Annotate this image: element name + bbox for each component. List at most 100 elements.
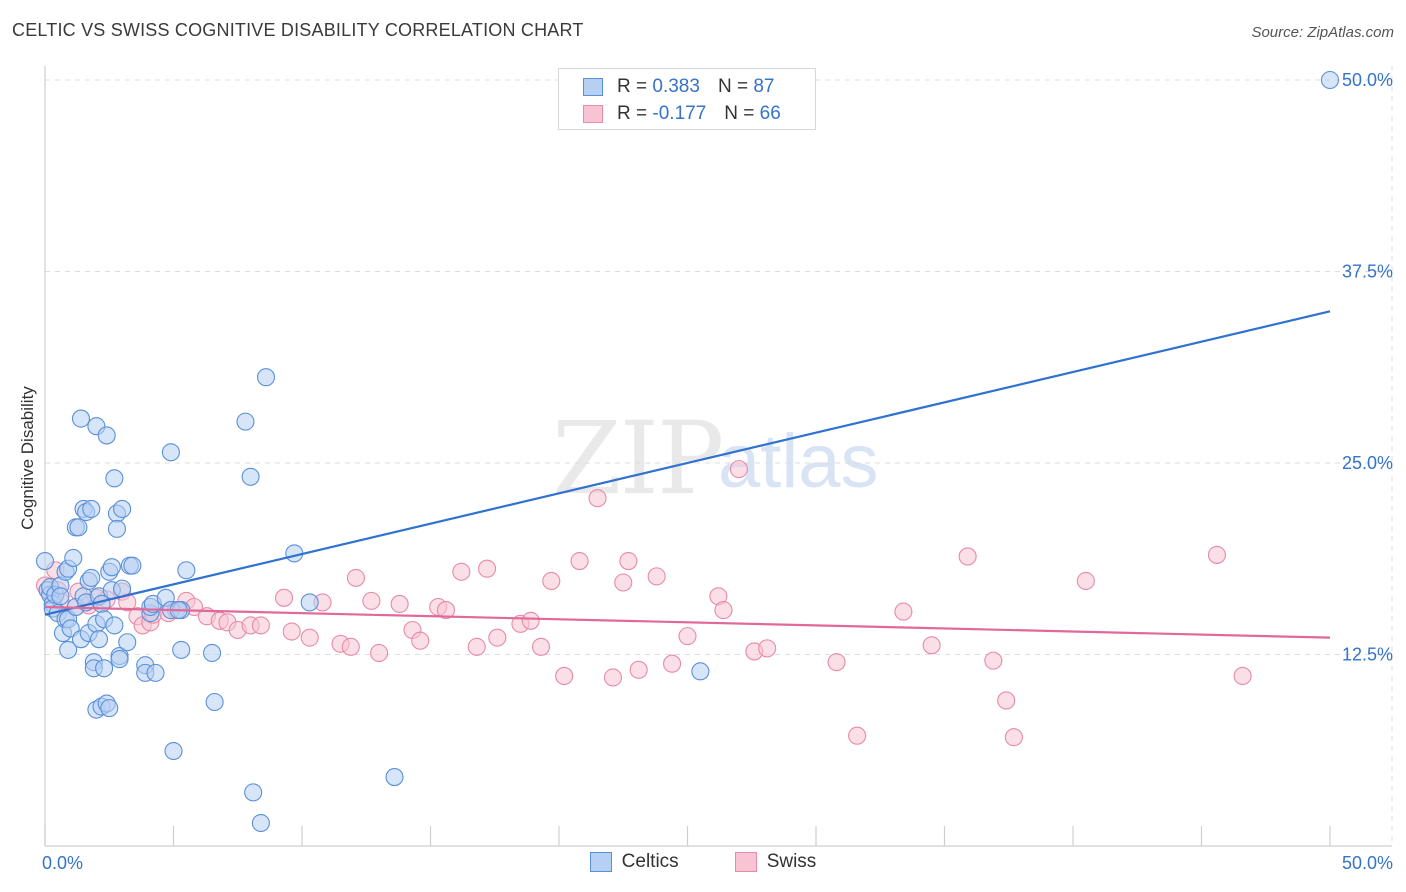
swiss-point (390, 594, 409, 613)
legend-item-swiss[interactable]: Swiss (734, 851, 817, 873)
swiss-point (452, 562, 471, 581)
swiss-point (619, 551, 638, 571)
swiss-point (477, 559, 497, 578)
celtics-point (110, 650, 129, 669)
swiss-trend-line (44, 605, 1331, 639)
celtics-point (35, 551, 55, 571)
swiss-point (274, 588, 294, 607)
celtics-point (51, 587, 70, 606)
celtics-point (105, 616, 124, 635)
celtics-point (71, 409, 91, 428)
swiss-point (603, 668, 623, 687)
watermark-zip: ZIP (552, 400, 724, 517)
celtics-point (123, 556, 142, 575)
swiss-point (647, 567, 666, 586)
swiss-point (467, 637, 486, 656)
swiss-point (251, 616, 270, 635)
n-label: N = (724, 103, 755, 124)
swiss-point (588, 489, 607, 508)
celtics-point (164, 741, 183, 761)
trend-lines (44, 310, 1331, 639)
celtics-point (97, 426, 116, 445)
y-tick-label: 37.5% (1342, 262, 1393, 282)
swiss-point (1076, 571, 1095, 591)
celtics-trend-line (44, 310, 1331, 616)
celtics-point (82, 499, 101, 519)
swiss-point (521, 611, 540, 630)
y-tick-label: 25.0% (1342, 453, 1393, 473)
celtics-point (244, 783, 263, 802)
celtics-point (256, 368, 276, 387)
swiss-point (894, 602, 913, 621)
tick-labels: 12.5% 25.0% 37.5% 50.0% 0.0% 50.0% (42, 70, 1393, 873)
n-value: 66 (759, 103, 781, 124)
swiss-point (714, 601, 733, 620)
r-value: 0.383 (652, 76, 700, 97)
watermark-atlas: atlas (718, 419, 879, 504)
swiss-point (488, 628, 507, 647)
swiss-point (729, 460, 748, 479)
swiss-swatch (583, 105, 603, 123)
swiss-point (1233, 666, 1252, 685)
celtics-point (172, 640, 191, 659)
swiss-point (341, 637, 360, 656)
swiss-point (370, 643, 389, 663)
x-tick-label: 0.0% (42, 853, 83, 873)
swiss-point (1207, 545, 1226, 564)
celtics-point (177, 561, 196, 580)
celtics-point (161, 443, 180, 462)
n-label: N = (717, 76, 749, 97)
celtics-point (1320, 70, 1340, 90)
swiss-point (362, 591, 381, 610)
y-tick-label: 50.0% (1342, 70, 1393, 90)
celtics-point (385, 768, 404, 787)
swiss-point (1004, 728, 1023, 747)
celtics-point (118, 633, 137, 652)
celtics-point (95, 659, 114, 678)
swiss-point (984, 651, 1003, 670)
r-value: -0.177 (652, 103, 707, 124)
celtics-point (69, 518, 88, 537)
celtics-legend-label: Celtics (621, 851, 679, 872)
celtics-point (300, 593, 319, 612)
celtics-points (35, 70, 1340, 833)
swiss-point (436, 601, 455, 620)
swiss-point (282, 622, 301, 641)
swiss-point (848, 726, 867, 745)
swiss-point (827, 653, 846, 672)
swiss-point (542, 571, 561, 591)
correlation-legend: R = 0.383 N = 87 R = -0.177 N = 66 (558, 68, 816, 130)
celtics-point (113, 499, 132, 519)
legend-item-celtics[interactable]: Celtics (589, 851, 679, 873)
celtics-point (100, 699, 119, 718)
legend-row-swiss: R = -0.177 N = 66 (583, 101, 781, 127)
celtics-point (691, 662, 710, 681)
celtics-point (102, 558, 121, 577)
swiss-point (678, 627, 697, 646)
series-legend: Celtics Swiss (0, 851, 1406, 873)
swiss-point (997, 691, 1016, 710)
swiss-point (922, 636, 941, 655)
swiss-legend-swatch (734, 852, 757, 872)
r-label: R = (617, 76, 648, 97)
celtics-point (205, 692, 224, 712)
celtics-point (107, 519, 127, 538)
swiss-point (570, 551, 589, 571)
swiss-point (555, 666, 574, 685)
x-tick-label: 50.0% (1342, 853, 1393, 873)
celtics-point (64, 548, 83, 568)
swiss-point (531, 637, 551, 656)
celtics-point (251, 813, 270, 833)
swiss-point (629, 660, 648, 679)
y-tick-label: 12.5% (1342, 645, 1393, 665)
r-label: R = (617, 103, 648, 124)
celtics-point (105, 469, 124, 488)
legend-row-celtics: R = 0.383 N = 87 (583, 74, 774, 100)
axes (44, 66, 1392, 847)
source-label[interactable]: Source: ZipAtlas.com (1251, 24, 1394, 41)
swiss-legend-label: Swiss (766, 851, 817, 872)
celtics-legend-swatch (589, 852, 612, 872)
celtics-point (236, 412, 255, 431)
swiss-point (411, 631, 430, 650)
